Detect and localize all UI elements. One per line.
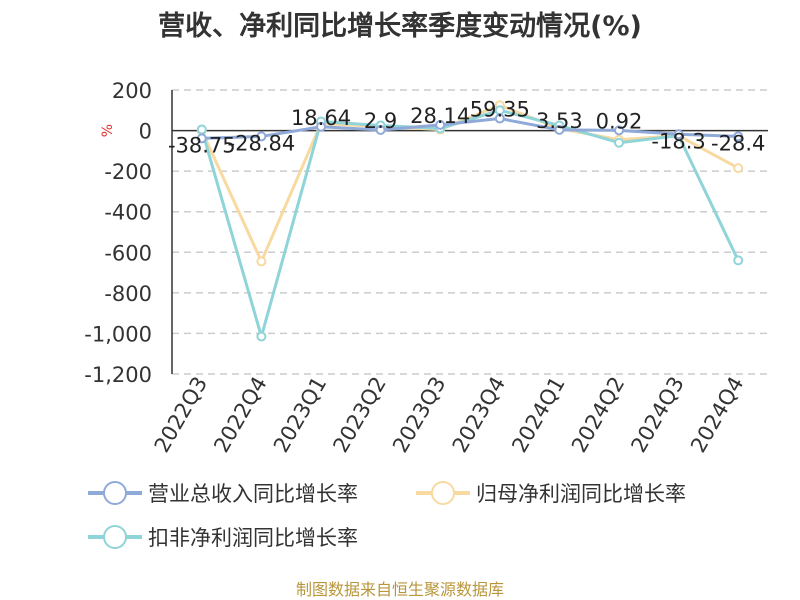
data-label: -18.3 [651,129,705,153]
data-point [375,124,386,135]
data-label: 3.53 [536,109,583,133]
data-label: -28.4 [711,131,765,155]
x-tick-label: 2024Q4 [686,373,748,457]
series-line-1 [200,103,739,263]
x-tick-label: 2024Q3 [626,373,688,457]
y-tick-label: -600 [104,241,152,265]
series-line-2 [200,108,740,338]
legend-label-revenue: 营业总收入同比增长率 [148,482,358,506]
legend-circle [103,525,127,549]
data-label: 18.64 [291,106,351,130]
x-tick-label: 2022Q3 [150,373,212,457]
data-label: -28.84 [228,131,296,155]
data-point [733,131,744,142]
x-tick-label: 2023Q4 [448,373,510,457]
y-tick-label: -200 [104,160,152,184]
y-tick-label: -400 [104,201,152,225]
legend-label-deducted-net-profit: 扣非净利润同比增长率 [148,526,358,550]
data-point [256,256,267,267]
legend-marker-deducted-net-profit [88,523,142,551]
x-tick-label: 2022Q4 [209,373,271,457]
data-point [196,133,207,144]
y-tick-label: 200 [112,79,152,103]
y-tick-label: -1,200 [84,363,152,387]
x-tick-label: 2023Q1 [269,373,331,457]
chart-title: 营收、净利同比增长率季度变动情况(%) [158,11,642,42]
data-point [614,137,624,148]
data-point [733,255,744,266]
y-tick-label: -1,000 [84,322,152,346]
data-point [256,331,267,342]
legend-item-revenue[interactable]: 营业总收入同比增长率 [88,478,358,508]
data-label: 28.14 [410,104,470,128]
data-point [256,131,267,142]
data-point [494,113,505,124]
x-tick-label: 2023Q2 [328,373,390,457]
data-point [435,119,446,130]
data-label: 59.35 [470,98,530,122]
legend-label-net-profit: 归母净利润同比增长率 [476,482,686,506]
legend-circle [431,481,455,505]
legend-item-deducted-net-profit[interactable]: 扣非净利润同比增长率 [88,522,358,552]
y-tick-label: 0 [139,120,152,144]
legend-marker-net-profit [416,479,470,507]
data-point [196,124,207,135]
data-point [733,163,744,174]
legend-marker-revenue [88,479,142,507]
data-point [673,129,684,140]
series-line-0 [201,117,739,140]
legend-item-net-profit[interactable]: 归母净利润同比增长率 [416,478,686,508]
x-tick-label: 2024Q1 [507,373,569,457]
data-point [614,125,624,136]
legend-circle [103,481,127,505]
data-label: 0.92 [596,109,643,133]
data-label: 2.9 [364,109,397,133]
data-point [554,124,565,135]
data-source: 制图数据来自恒生聚源数据库 [295,580,504,599]
x-tick-label: 2023Q3 [388,373,450,457]
y-axis-label: % [100,124,116,137]
data-point [316,121,326,132]
data-label: -38.75 [168,133,236,157]
y-tick-label: -800 [104,282,152,306]
x-tick-label: 2024Q2 [567,373,629,457]
